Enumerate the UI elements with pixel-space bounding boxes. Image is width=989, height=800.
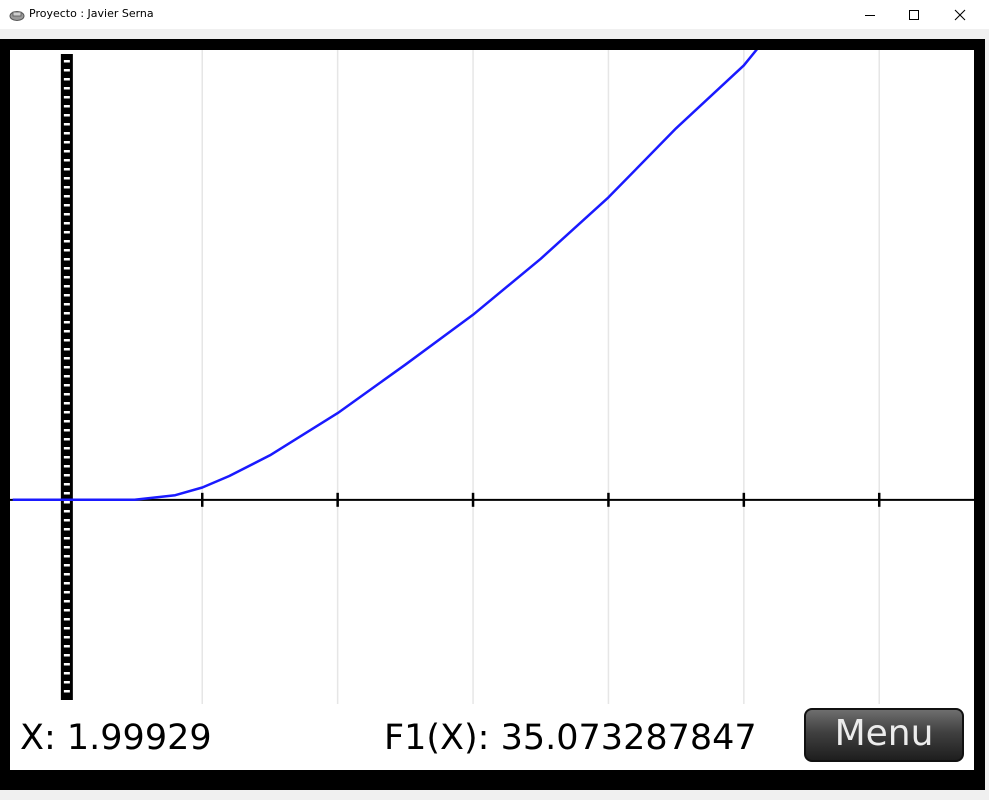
cursor-line-segment bbox=[63, 672, 70, 675]
cursor-line-segment bbox=[63, 411, 70, 414]
minimize-button[interactable] bbox=[847, 0, 893, 29]
cursor-line-segment bbox=[63, 681, 70, 684]
cursor-line-segment bbox=[63, 357, 70, 360]
cursor-line-segment bbox=[63, 348, 70, 351]
cursor-line-segment bbox=[63, 177, 70, 180]
cursor-line-segment bbox=[63, 222, 70, 225]
close-icon bbox=[954, 9, 966, 21]
maximize-button[interactable] bbox=[891, 0, 937, 29]
status-bar: X: 1.99929 F1(X): 35.073287847 Menu bbox=[10, 704, 974, 770]
cursor-line-segment bbox=[63, 519, 70, 522]
cursor-line-segment bbox=[63, 204, 70, 207]
cursor-line-segment bbox=[63, 573, 70, 576]
cursor-line-segment bbox=[63, 654, 70, 657]
cursor-line-segment bbox=[63, 258, 70, 261]
trace-cursor bbox=[60, 54, 73, 700]
cursor-line-segment bbox=[63, 510, 70, 513]
cursor-line-segment bbox=[63, 159, 70, 162]
cursor-line-segment bbox=[63, 456, 70, 459]
cursor-line-segment bbox=[63, 663, 70, 666]
cursor-line-segment bbox=[63, 375, 70, 378]
cursor-line-segment bbox=[63, 150, 70, 153]
cursor-line-segment bbox=[63, 609, 70, 612]
cursor-line-segment bbox=[63, 447, 70, 450]
cursor-line-segment bbox=[63, 564, 70, 567]
f1-curve bbox=[12, 50, 758, 502]
x-readout: X: 1.99929 bbox=[20, 718, 212, 758]
cursor-line-segment bbox=[63, 429, 70, 432]
cursor-line-segment bbox=[63, 555, 70, 558]
cursor-line-segment bbox=[63, 591, 70, 594]
cursor-line-segment bbox=[63, 420, 70, 423]
cursor-line-segment bbox=[63, 645, 70, 648]
function-plot[interactable] bbox=[10, 50, 974, 704]
cursor-line-segment bbox=[63, 249, 70, 252]
cursor-line-segment bbox=[63, 123, 70, 126]
cursor-line-segment bbox=[63, 546, 70, 549]
cursor-line-segment bbox=[63, 330, 70, 333]
cursor-line-segment bbox=[63, 393, 70, 396]
cursor-line-segment bbox=[63, 231, 70, 234]
window-title: Proyecto : Javier Serna bbox=[29, 7, 154, 20]
window-frame-right bbox=[985, 29, 989, 800]
cursor-line-segment bbox=[63, 366, 70, 369]
cursor-line-segment bbox=[63, 213, 70, 216]
title-bar: Proyecto : Javier Serna bbox=[0, 0, 989, 29]
cursor-line-segment bbox=[63, 294, 70, 297]
cursor-line-segment bbox=[63, 483, 70, 486]
cursor-line-segment bbox=[63, 132, 70, 135]
cursor-line-segment bbox=[63, 600, 70, 603]
cursor-line-segment bbox=[63, 303, 70, 306]
function-value-readout: F1(X): 35.073287847 bbox=[384, 718, 757, 758]
cursor-line-segment bbox=[63, 114, 70, 117]
cursor-line-segment bbox=[63, 501, 70, 504]
device-icon bbox=[9, 7, 25, 21]
window-frame-bottom bbox=[0, 790, 989, 800]
curve-group bbox=[12, 50, 758, 502]
cursor-line-segment bbox=[63, 636, 70, 639]
cursor-line-segment bbox=[63, 465, 70, 468]
cursor-line-segment bbox=[63, 339, 70, 342]
grid-lines bbox=[201, 50, 880, 704]
axes bbox=[10, 492, 974, 507]
calculator-screen: X: 1.99929 F1(X): 35.073287847 Menu bbox=[10, 50, 974, 770]
cursor-line-segment bbox=[63, 186, 70, 189]
cursor-line-segment bbox=[63, 438, 70, 441]
cursor-line-segment bbox=[63, 78, 70, 81]
cursor-line-segment bbox=[63, 195, 70, 198]
cursor-line-segment bbox=[63, 87, 70, 90]
cursor-line-segment bbox=[63, 96, 70, 99]
cursor-line-segment bbox=[63, 312, 70, 315]
cursor-line-segment bbox=[63, 240, 70, 243]
cursor-line-segment bbox=[63, 384, 70, 387]
minimize-icon bbox=[865, 15, 875, 16]
cursor-line-segment bbox=[63, 474, 70, 477]
window-frame bbox=[0, 29, 989, 39]
cursor-line-segment bbox=[63, 690, 70, 693]
cursor-line-segment bbox=[63, 537, 70, 540]
cursor-line-segment bbox=[63, 321, 70, 324]
cursor-line-segment bbox=[63, 618, 70, 621]
cursor-line-segment bbox=[63, 168, 70, 171]
cursor-line-segment bbox=[63, 105, 70, 108]
cursor-line-segment bbox=[63, 528, 70, 531]
cursor-line-segment bbox=[63, 627, 70, 630]
cursor-line-segment bbox=[63, 69, 70, 72]
cursor-line-segment bbox=[63, 60, 70, 63]
cursor-line-segment bbox=[63, 276, 70, 279]
cursor-line-segment bbox=[63, 402, 70, 405]
cursor-line-segment bbox=[63, 285, 70, 288]
cursor-line-segment bbox=[63, 492, 70, 495]
cursor-line-segment bbox=[63, 582, 70, 585]
close-button[interactable] bbox=[937, 0, 983, 29]
menu-button[interactable]: Menu bbox=[804, 708, 964, 762]
cursor-line-segment bbox=[63, 141, 70, 144]
cursor-line-segment bbox=[63, 267, 70, 270]
maximize-icon bbox=[909, 10, 919, 20]
